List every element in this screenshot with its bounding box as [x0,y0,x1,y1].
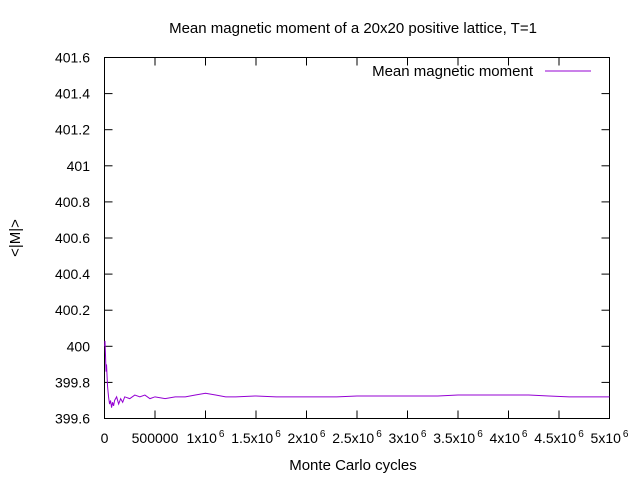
x-tick-label: 0 [101,430,109,446]
y-tick-label: 401.6 [55,50,90,66]
y-axis-label: <|M|> [7,219,24,257]
y-tick-label: 400.2 [55,302,90,318]
x-tick-label-exponent: 6 [477,429,483,440]
x-tick-label-base: 1.5x10 [231,430,273,446]
x-tick-label: 1x10 6 [187,429,225,446]
y-tick-label: 399.8 [55,374,90,390]
x-tick-label: 1.5x10 6 [231,429,281,446]
y-tick-label: 401.4 [55,86,90,102]
x-tick-label: 4.5x10 6 [534,429,584,446]
x-tick-label-exponent: 6 [376,429,382,440]
legend: Mean magnetic moment [372,63,591,80]
x-tick-label-base: 1x10 [187,430,218,446]
x-tick-label-exponent: 6 [275,429,281,440]
x-tick-label: 2x10 6 [288,429,326,446]
x-tick-label: 3x10 6 [389,429,427,446]
y-tick-label: 401 [67,158,91,174]
x-tick-label-exponent: 6 [623,429,629,440]
x-tick-label-base: 4.5x10 [534,430,576,446]
series-line [104,340,610,408]
y-tick-label: 400.4 [55,266,90,282]
axis-ticks [104,57,610,419]
x-tick-label-base: 0 [101,430,109,446]
y-tick-label: 400 [67,338,91,354]
x-tick-label-exponent: 6 [421,429,427,440]
x-tick-label: 500000 [132,430,179,446]
legend-label: Mean magnetic moment [372,63,534,80]
series-layer [104,340,610,408]
x-tick-label-exponent: 6 [578,429,584,440]
x-tick-label: 3.5x10 6 [433,429,483,446]
x-tick-label-base: 2x10 [288,430,319,446]
x-tick-label-base: 500000 [132,430,179,446]
y-tick-label: 400.6 [55,230,90,246]
y-tick-labels: 399.6 399.8 400 400.2 400.4 400.6 400.8 401 401.… [55,50,90,427]
x-tick-label-exponent: 6 [320,429,326,440]
y-tick-label: 399.6 [55,411,90,427]
x-tick-label: 2.5x10 6 [332,429,382,446]
x-tick-label-exponent: 6 [219,429,225,440]
x-tick-label-base: 4x10 [490,430,521,446]
y-tick-label: 400.8 [55,194,90,210]
x-tick-label-base: 3.5x10 [433,430,475,446]
x-tick-label-base: 5x10 [591,430,622,446]
x-tick-label-base: 3x10 [389,430,420,446]
x-axis-label: Monte Carlo cycles [289,457,417,474]
x-tick-label-exponent: 6 [522,429,528,440]
plot-frame [104,57,610,419]
y-tick-label: 401.2 [55,122,90,138]
x-tick-label-base: 2.5x10 [332,430,374,446]
x-tick-labels: 0 500000 1x10 6 1.5x10 6 2x10 6 2.5x10 6 3x10 6 3.5x… [101,429,629,446]
x-tick-label: 4x10 6 [490,429,528,446]
x-tick-label: 5x10 6 [591,429,629,446]
chart-title: Mean magnetic moment of a 20x20 positive… [169,20,537,37]
